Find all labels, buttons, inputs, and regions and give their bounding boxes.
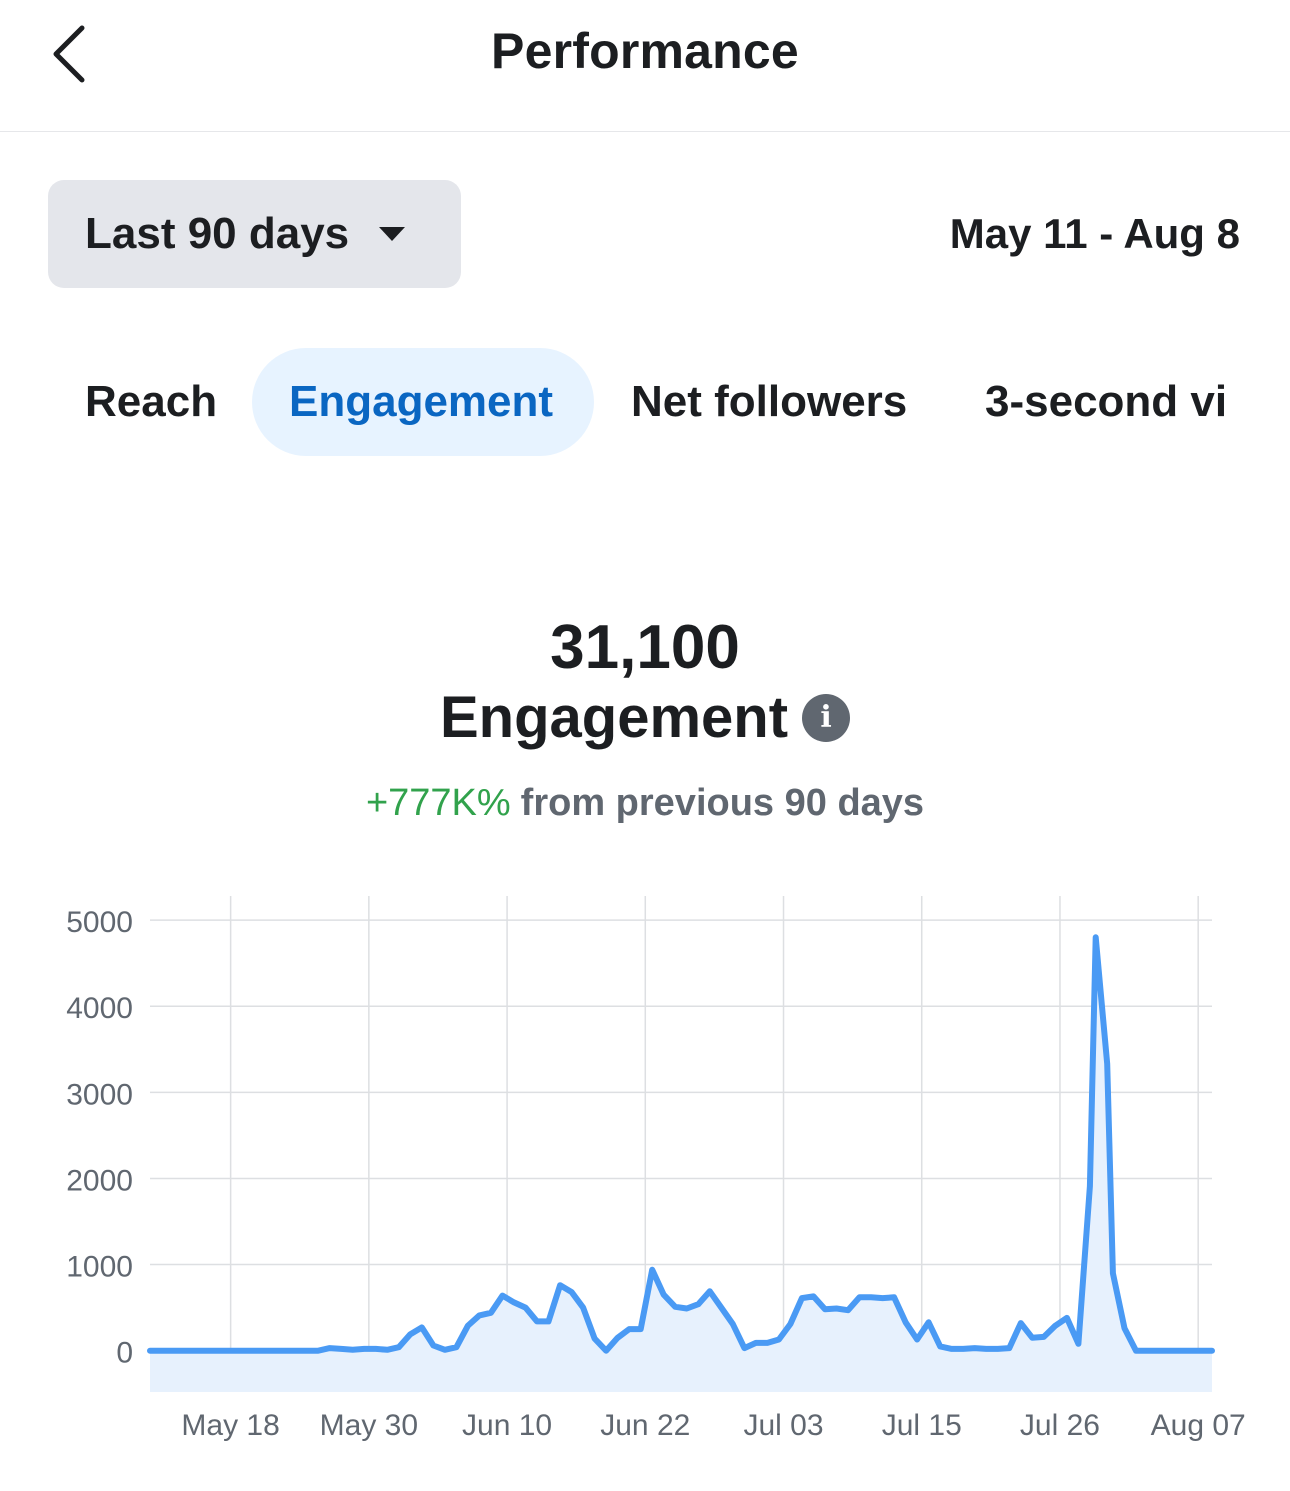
date-range-dropdown[interactable]: Last 90 days bbox=[48, 180, 461, 288]
x-tick-label: Jul 15 bbox=[882, 1409, 962, 1442]
page-title: Performance bbox=[491, 23, 799, 79]
metric-heading: Engagement i bbox=[0, 684, 1290, 751]
tab-reach[interactable]: Reach bbox=[85, 377, 218, 426]
metric-tabs: Reach Engagement Net followers 3-second … bbox=[48, 348, 1242, 456]
chevron-left-icon bbox=[53, 25, 85, 83]
date-range-text: May 11 - Aug 8 bbox=[949, 210, 1240, 257]
tab-net-followers[interactable]: Net followers bbox=[631, 377, 908, 426]
y-tick-label: 2000 bbox=[66, 1164, 133, 1197]
change-summary: +777K% from previous 90 days bbox=[0, 782, 1290, 825]
metric-name: Engagement bbox=[439, 685, 789, 750]
y-tick-label: 3000 bbox=[66, 1078, 133, 1111]
back-button[interactable] bbox=[40, 18, 104, 90]
engagement-chart: 0 1000 2000 3000 4000 5000 May 18 May 30 Jun 10… bbox=[66, 896, 1246, 1442]
top-bar: Performance bbox=[0, 0, 1290, 132]
y-tick-label: 1000 bbox=[66, 1251, 133, 1284]
y-tick-label: 0 bbox=[116, 1337, 133, 1370]
date-range-dropdown-label: Last 90 days bbox=[85, 209, 350, 258]
metric-total: 31,100 bbox=[550, 613, 740, 682]
y-tick-label: 4000 bbox=[66, 992, 133, 1025]
x-tick-label: Jul 26 bbox=[1020, 1409, 1100, 1442]
x-tick-label: Jun 10 bbox=[462, 1409, 552, 1442]
caret-down-icon bbox=[379, 227, 406, 241]
area-fill bbox=[150, 937, 1212, 1392]
change-text: from previous 90 days bbox=[520, 782, 925, 824]
y-tick-label: 5000 bbox=[66, 906, 133, 939]
x-tick-label: May 30 bbox=[320, 1409, 418, 1442]
x-tick-label: Jun 22 bbox=[600, 1409, 690, 1442]
x-tick-label: Jul 03 bbox=[743, 1409, 823, 1442]
tab-3-second-views[interactable]: 3-second vi bbox=[985, 377, 1228, 426]
change-percent: +777K% bbox=[365, 782, 511, 824]
x-tick-label: May 18 bbox=[181, 1409, 279, 1442]
series-line bbox=[147, 934, 1215, 1354]
info-icon[interactable]: i bbox=[802, 693, 851, 742]
x-tick-label: Aug 07 bbox=[1151, 1409, 1246, 1442]
tab-engagement[interactable]: Engagement bbox=[252, 348, 594, 456]
